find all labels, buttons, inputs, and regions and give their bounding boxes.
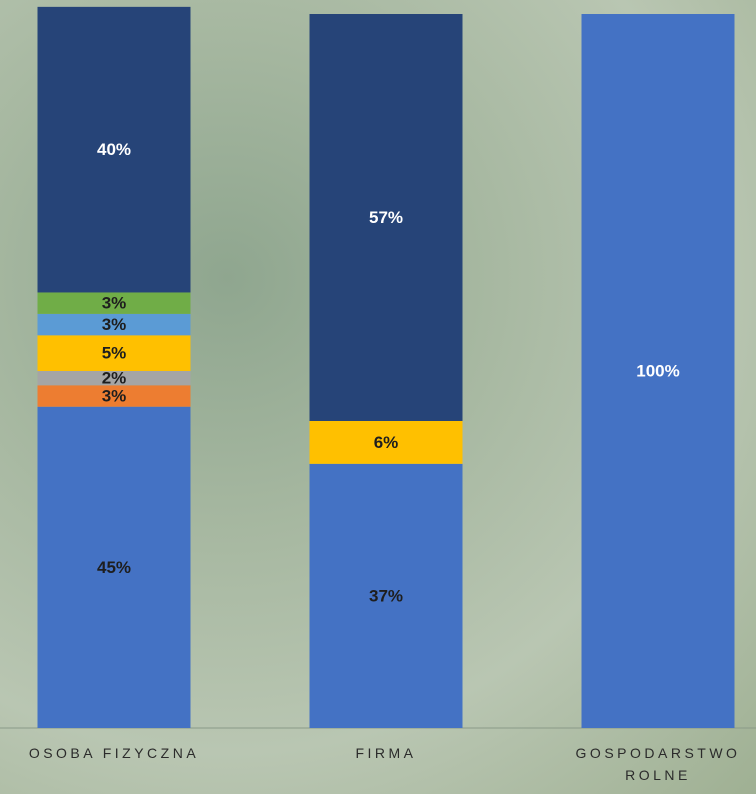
bar-segment (581, 14, 735, 728)
bar-segment (37, 292, 191, 314)
data-label: 2% (102, 369, 127, 388)
data-label: 3% (102, 386, 127, 405)
data-label: 6% (374, 433, 399, 452)
bar-segment (37, 335, 191, 371)
data-label: 45% (97, 558, 131, 577)
bar-segment (309, 463, 463, 728)
category-label: FIRMA (355, 745, 417, 761)
bar-segment (37, 406, 191, 728)
bar-segment (309, 14, 463, 421)
bar-segment (37, 313, 191, 336)
category-label: OSOBA FIZYCZNA (28, 745, 200, 761)
data-label: 3% (102, 294, 127, 313)
bar-segment (309, 420, 463, 464)
data-label: 37% (369, 586, 403, 605)
bar-segment (37, 6, 191, 293)
data-label: 40% (97, 140, 131, 159)
data-label: 5% (102, 344, 127, 363)
data-label: 57% (369, 208, 403, 227)
bar-segment (37, 371, 191, 386)
bar-segment (37, 385, 191, 407)
data-label: 3% (102, 315, 127, 334)
category-label: GOSPODARSTWO ROLNE (575, 745, 741, 783)
data-label: 100% (636, 361, 679, 380)
